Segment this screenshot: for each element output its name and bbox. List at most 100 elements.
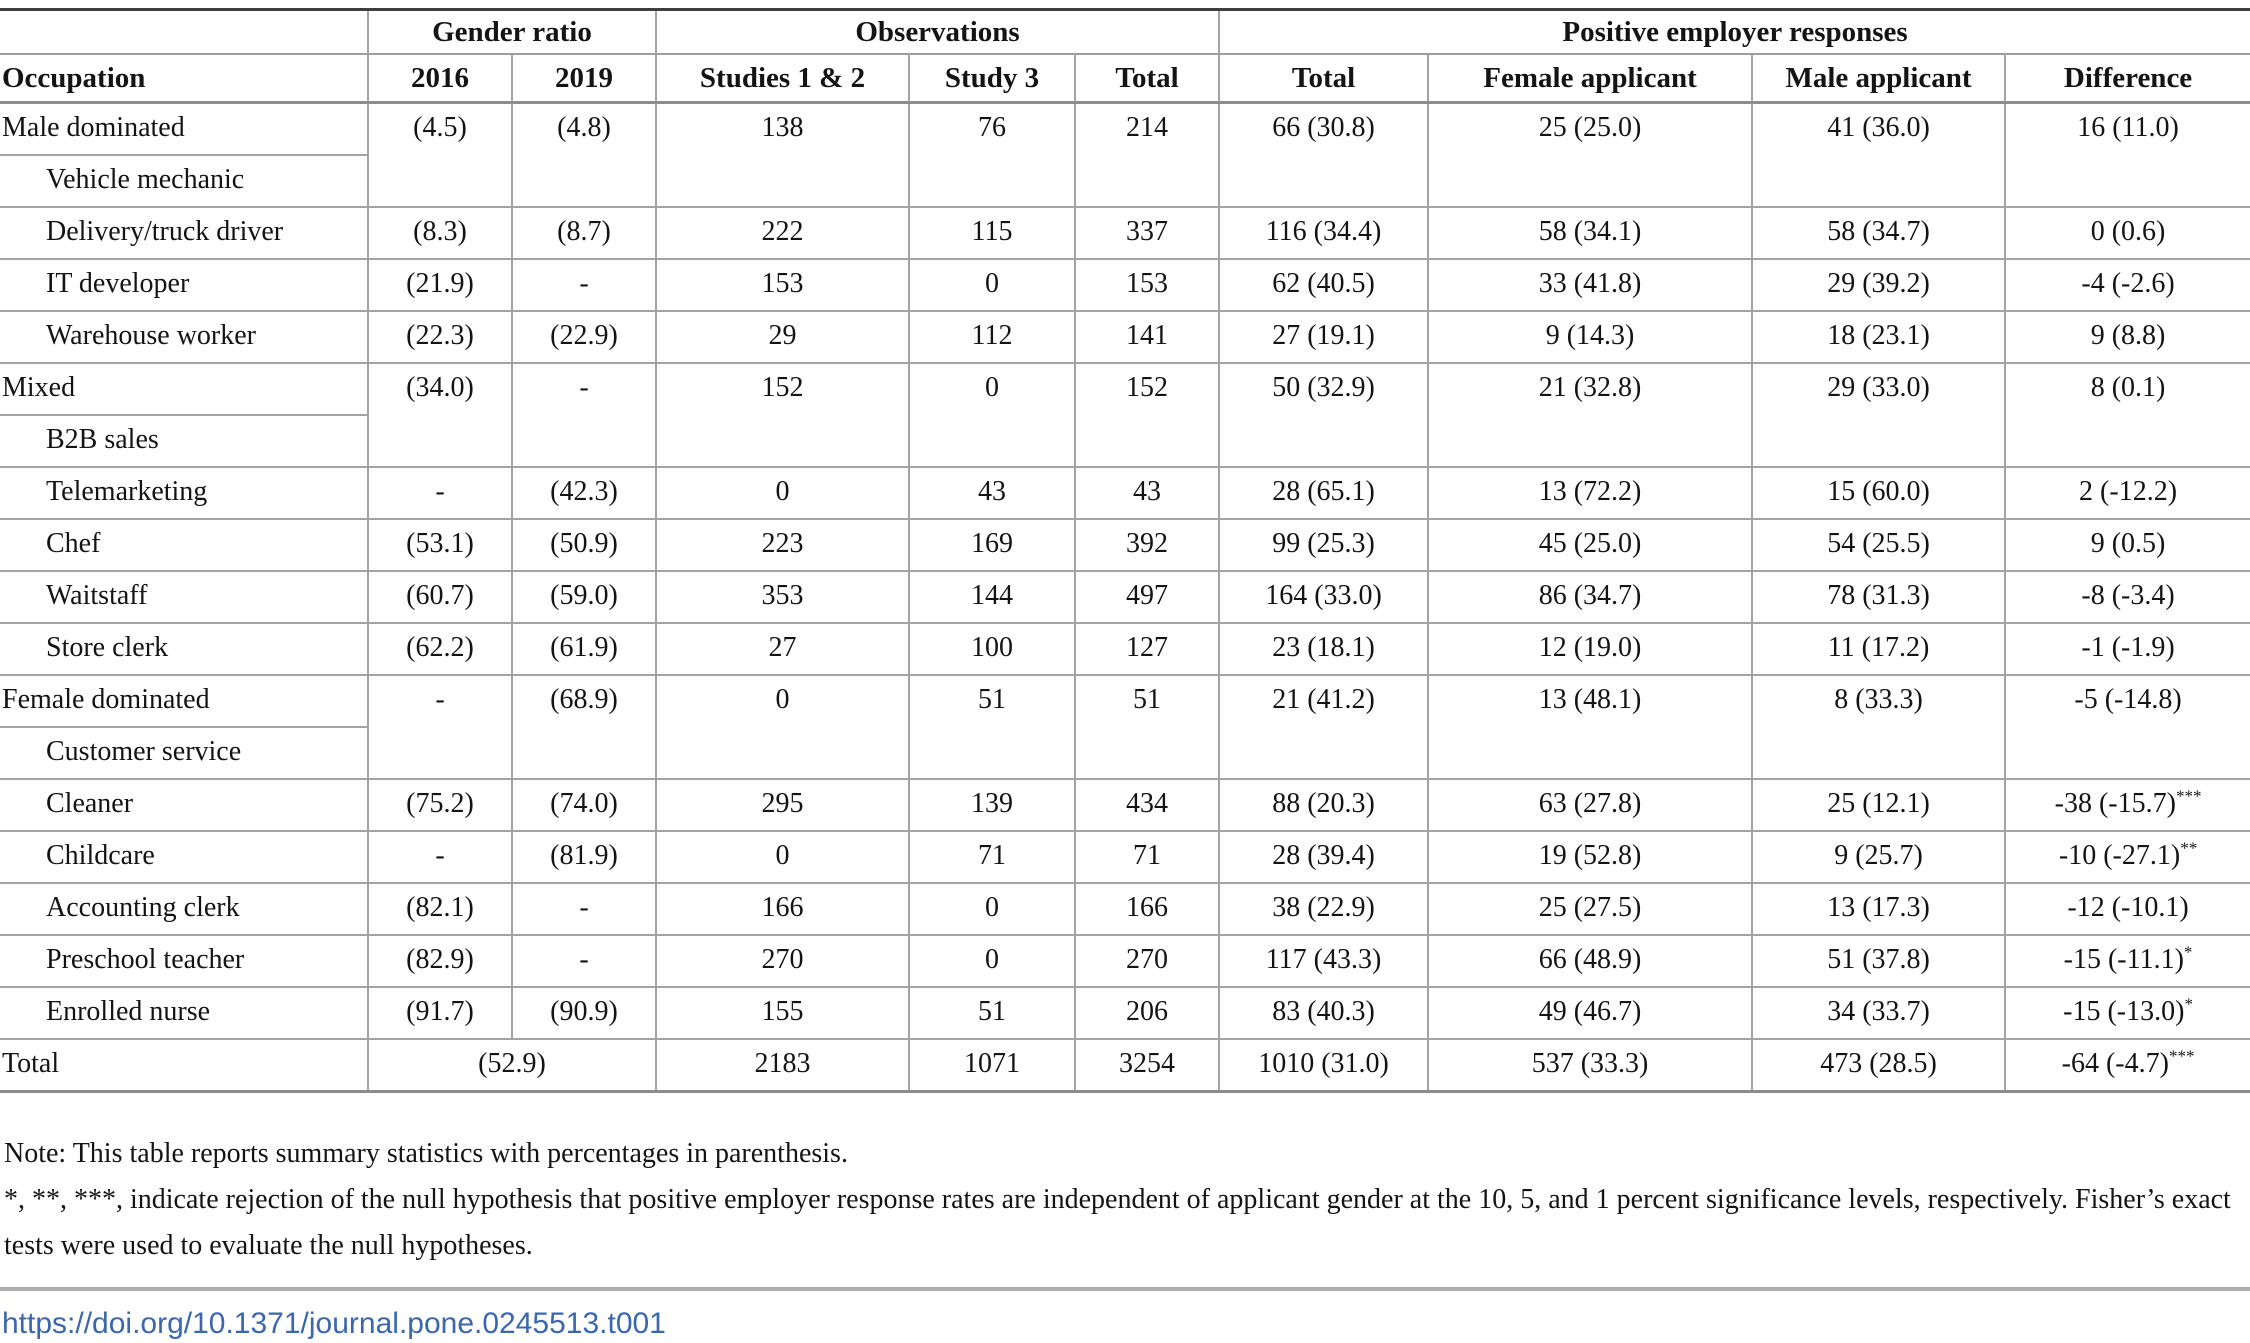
table-cell: 88 (20.3)	[1218, 779, 1429, 832]
group-header-gender-ratio: Gender ratio	[367, 9, 656, 55]
occupation-label: Enrolled nurse	[0, 987, 368, 1040]
table-cell: 71	[908, 831, 1075, 884]
table-cell: 223	[655, 519, 909, 572]
table-cell: 11 (17.2)	[1751, 623, 2006, 676]
occupation-label: Childcare	[0, 831, 368, 884]
table-row: IT developer (21.9) -153 0 153 62 (40.5) 33 (4…	[0, 259, 2250, 312]
table-cell: 9 (25.7)	[1751, 831, 2006, 884]
table-cell: -	[367, 675, 512, 780]
table-cell: -	[367, 467, 512, 520]
table-row: Childcare - (81.9) 0 71 71 28 (39.4) 19 (52.8) 9…	[0, 831, 2250, 884]
table-cell: 28 (65.1)	[1218, 467, 1429, 520]
table-cell: 62 (40.5)	[1218, 259, 1429, 312]
table-cell: 33 (41.8)	[1427, 259, 1753, 312]
table-cell: (4.8)	[511, 102, 656, 208]
doi-link[interactable]: https://doi.org/10.1371/journal.pone.024…	[2, 1307, 666, 1340]
table-cell: 0	[908, 259, 1075, 312]
column-header-resp-total: Total	[1218, 54, 1429, 104]
table-cell: 152	[1073, 363, 1220, 468]
column-header-study-3: Study 3	[908, 54, 1075, 104]
table-cell: 28 (39.4)	[1218, 831, 1429, 884]
table-cell: 3254	[1073, 1039, 1220, 1093]
column-header-studies-1-2: Studies 1 & 2	[655, 54, 909, 104]
table-cell: -	[367, 831, 512, 884]
table-cell: 29 (39.2)	[1751, 259, 2006, 312]
table-cell: 63 (27.8)	[1427, 779, 1753, 832]
occupation-label: Accounting clerk	[0, 883, 368, 936]
table-cell: 18 (23.1)	[1751, 311, 2006, 364]
table-cell: (42.3)	[511, 467, 656, 520]
significance-stars: **	[2180, 838, 2198, 858]
column-header-2016: 2016	[367, 54, 512, 104]
table-row: Accounting clerk (82.1) -166 0 166 38 (22.9) 2…	[0, 883, 2250, 936]
column-header-row: Occupation 2016 2019 Studies 1 & 2 Study…	[0, 54, 2250, 104]
column-header-difference: Difference	[2004, 54, 2250, 104]
table-cell: (52.9)	[367, 1039, 656, 1093]
table-cell: 66 (48.9)	[1427, 935, 1753, 988]
table-cell: 117 (43.3)	[1218, 935, 1429, 988]
table-cell: (22.9)	[511, 311, 656, 364]
table-cell: 13 (48.1)	[1427, 675, 1753, 780]
occupation-label: Telemarketing	[0, 467, 368, 520]
table-cell: 13 (72.2)	[1427, 467, 1753, 520]
difference-cell: -12 (-10.1)	[2004, 883, 2250, 936]
table-cell: 19 (52.8)	[1427, 831, 1753, 884]
table-cell: 0	[655, 467, 909, 520]
table-row: Enrolled nurse (91.7) (90.9) 155 51 206 83 (40…	[0, 987, 2250, 1040]
table-cell: 144	[908, 571, 1075, 624]
table-cell: 0	[908, 935, 1075, 988]
table-cell: 112	[908, 311, 1075, 364]
table-cell: 23 (18.1)	[1218, 623, 1429, 676]
table-cell: 66 (30.8)	[1218, 102, 1429, 208]
table-cell: 141	[1073, 311, 1220, 364]
table-cell: 8 (33.3)	[1751, 675, 2006, 780]
table-cell: 71	[1073, 831, 1220, 884]
table-cell: 54 (25.5)	[1751, 519, 2006, 572]
table-cell: 169	[908, 519, 1075, 572]
difference-cell: 16 (11.0)	[2004, 102, 2250, 208]
table-cell: 153	[1073, 259, 1220, 312]
table-cell: (91.7)	[367, 987, 512, 1040]
table-cell: 0	[655, 831, 909, 884]
difference-cell: -5 (-14.8)	[2004, 675, 2250, 780]
group-header-positive-responses: Positive employer responses	[1218, 9, 2250, 55]
table-cell: 0	[655, 675, 909, 780]
table-cell: 152	[655, 363, 909, 468]
table-cell: 270	[1073, 935, 1220, 988]
table-cell: 50 (32.9)	[1218, 363, 1429, 468]
difference-cell: -10 (-27.1)**	[2004, 831, 2250, 884]
table-cell: (75.2)	[367, 779, 512, 832]
column-header-occupation: Occupation	[0, 54, 368, 104]
summary-statistics-table: Gender ratio Observations Positive emplo…	[0, 8, 2250, 1093]
table-row: Waitstaff (60.7) (59.0) 353 144 497 164 (33.0)…	[0, 571, 2250, 624]
table-row: Mixed (34.0) -152 0 152 50 (32.9) 21 (32.8) 29 …	[0, 363, 2250, 468]
significance-stars: ***	[2168, 1046, 2195, 1066]
table-cell: 222	[655, 207, 909, 260]
table-cell: (50.9)	[511, 519, 656, 572]
occupation-label: Customer service	[0, 727, 368, 780]
column-header-female-applicant: Female applicant	[1427, 54, 1753, 104]
table-cell: 51 (37.8)	[1751, 935, 2006, 988]
table-cell: 116 (34.4)	[1218, 207, 1429, 260]
table-cell: 45 (25.0)	[1427, 519, 1753, 572]
table-cell: 2183	[655, 1039, 909, 1093]
table-cell: (21.9)	[367, 259, 512, 312]
table-cell: (53.1)	[367, 519, 512, 572]
difference-cell: -1 (-1.9)	[2004, 623, 2250, 676]
table-cell: (34.0)	[367, 363, 512, 468]
table-cell: 206	[1073, 987, 1220, 1040]
table-cell: 78 (31.3)	[1751, 571, 2006, 624]
table-cell: 13 (17.3)	[1751, 883, 2006, 936]
difference-cell: 9 (0.5)	[2004, 519, 2250, 572]
table-cell: 51	[1073, 675, 1220, 780]
table-cell: 21 (32.8)	[1427, 363, 1753, 468]
divider	[0, 1287, 2250, 1291]
table-cell: 497	[1073, 571, 1220, 624]
table-cell: (74.0)	[511, 779, 656, 832]
table-cell: 83 (40.3)	[1218, 987, 1429, 1040]
occupation-label: Delivery/truck driver	[0, 207, 368, 260]
table-cell: 0	[908, 883, 1075, 936]
difference-cell: 2 (-12.2)	[2004, 467, 2250, 520]
table-cell: (90.9)	[511, 987, 656, 1040]
table-cell: 9 (14.3)	[1427, 311, 1753, 364]
